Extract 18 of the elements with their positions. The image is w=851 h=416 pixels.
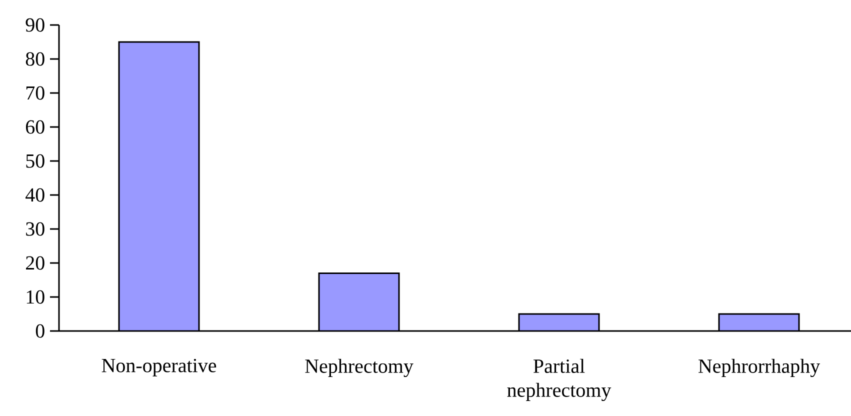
bar <box>319 273 400 331</box>
bar <box>519 314 600 331</box>
y-tick-label: 40 <box>26 188 44 202</box>
x-tick-label: Non-operative <box>102 358 216 376</box>
x-tick-label: Nephrectomy <box>305 358 414 378</box>
x-tick-label: Partial nephrectomy <box>507 358 612 402</box>
y-tick-label: 60 <box>26 120 44 134</box>
y-tick-label: 30 <box>26 222 44 236</box>
y-tick-label: 90 <box>26 18 44 32</box>
y-tick-label: 50 <box>26 154 44 168</box>
y-tick-label: 0 <box>36 324 44 338</box>
y-tick-label: 10 <box>26 290 44 304</box>
x-tick-label: Nephrorrhaphy <box>698 358 820 378</box>
y-tick-label: 80 <box>26 52 44 66</box>
y-tick-label: 20 <box>26 256 44 270</box>
y-tick-label: 70 <box>26 86 44 100</box>
bar <box>718 313 800 331</box>
bar <box>119 42 200 331</box>
